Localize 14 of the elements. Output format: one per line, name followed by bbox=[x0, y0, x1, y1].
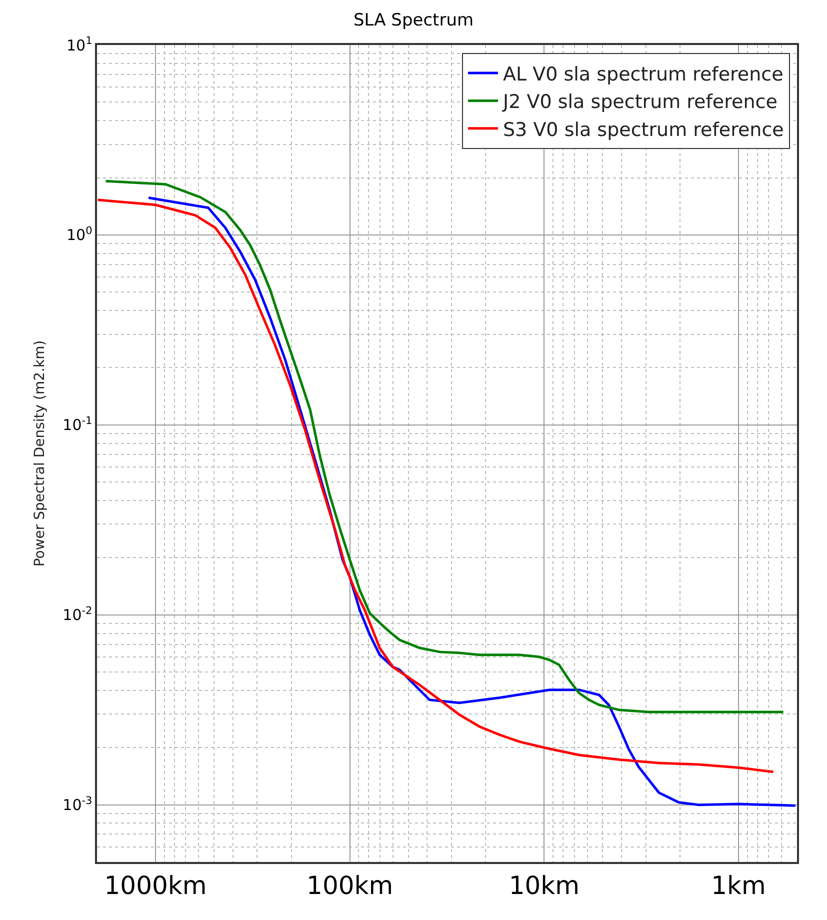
y-tick-label: 10$^{-3}$ bbox=[62, 794, 92, 814]
y-tick-label: 10$^{-1}$ bbox=[62, 414, 92, 434]
legend-label: AL V0 sla spectrum reference bbox=[503, 63, 784, 86]
y-tick-label: 10$^{-2}$ bbox=[62, 604, 92, 624]
legend-label: J2 V0 sla spectrum reference bbox=[502, 91, 778, 114]
x-tick-label: 1km bbox=[711, 870, 766, 900]
chart-title: SLA Spectrum bbox=[353, 10, 474, 31]
x-tick-label: 1000km bbox=[104, 870, 207, 900]
y-tick-label: 10$^{1}$ bbox=[66, 34, 92, 54]
legend-label: S3 V0 sla spectrum reference bbox=[503, 118, 784, 141]
x-tick-label: 10km bbox=[508, 870, 580, 900]
y-tick-label: 10$^{0}$ bbox=[66, 224, 92, 244]
y-axis-title: Power Spectral Density (m2.km) bbox=[32, 340, 48, 567]
x-tick-label: 100km bbox=[306, 870, 394, 900]
